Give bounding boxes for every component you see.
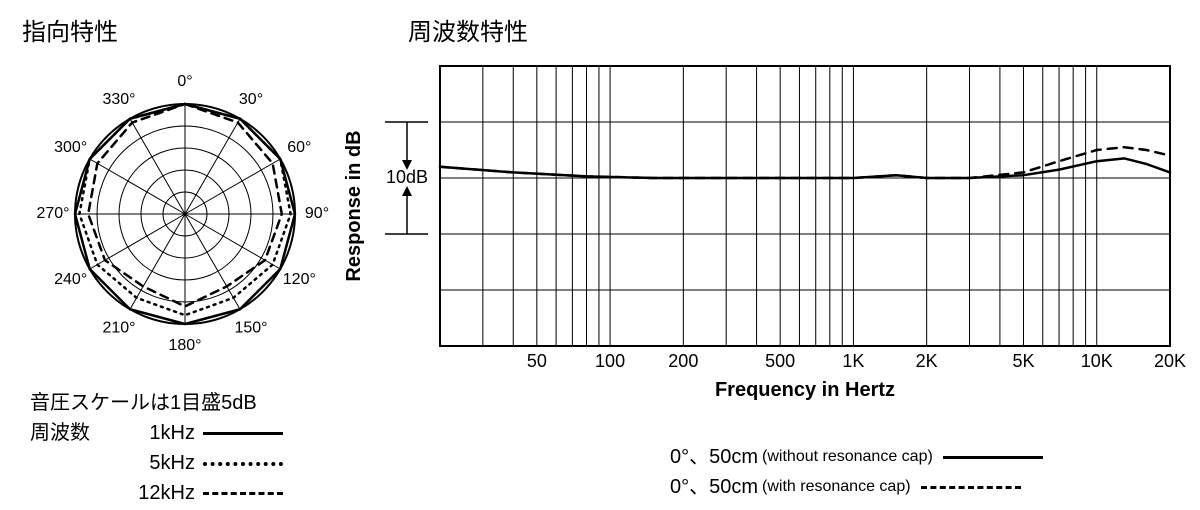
freq-legend-row: 0°、50cm (without resonance cap) — [670, 442, 1053, 472]
freq-legend-label-big: 0°、50cm — [670, 442, 758, 472]
polar-angle-label: 180° — [168, 337, 201, 354]
polar-angle-label: 30° — [239, 91, 263, 108]
polar-angle-label: 90° — [305, 205, 329, 222]
freq-x-tick: 1K — [842, 351, 864, 371]
freq-title: 周波数特性 — [408, 12, 528, 47]
legend-swatch-icon — [921, 486, 1021, 489]
polar-caption: 音圧スケールは1目盛5dB 周波数1kHz5kHz12kHz — [30, 388, 293, 508]
polar-angle-label: 240° — [54, 271, 87, 288]
freq-x-tick: 100 — [595, 351, 625, 371]
freq-legend-row: 0°、50cm (with resonance cap) — [670, 472, 1053, 502]
polar-angle-label: 210° — [102, 320, 135, 337]
legend-swatch-icon — [203, 432, 283, 435]
polar-angle-label: 120° — [283, 271, 316, 288]
page-root: 指向特性 周波数特性 0° 30° 60° 90° 120° 150° 180° 210° 24… — [0, 0, 1200, 510]
polar-legend-row: 周波数1kHz — [30, 418, 293, 448]
freq-x-tick: 200 — [668, 351, 698, 371]
freq-chart: 50 100 200 500 1K 2K 5K 10K 20K Frequency in Hert… — [340, 56, 1190, 416]
legend-swatch-icon — [943, 456, 1043, 459]
freq-y-axis-title: Response in dB — [343, 130, 365, 281]
freq-10db-marker: 10dB — [386, 167, 428, 187]
polar-legend-freq: 12kHz — [125, 478, 203, 508]
polar-legend-row: 5kHz — [30, 448, 293, 478]
freq-x-tick: 500 — [765, 351, 795, 371]
freq-x-tick: 2K — [916, 351, 938, 371]
polar-angle-label: 330° — [102, 91, 135, 108]
polar-chart: 0° 30° 60° 90° 120° 150° 180° 210° 240° 270° 300° 3… — [30, 46, 335, 356]
polar-legend-row: 12kHz — [30, 478, 293, 508]
polar-title: 指向特性 — [22, 12, 118, 47]
freq-legend: 0°、50cm (without resonance cap)0°、50cm (… — [670, 442, 1053, 502]
polar-angle-label: 300° — [54, 139, 87, 156]
polar-svg: 0° 30° 60° 90° 120° 150° 180° 210° 240° 270° 300° 3… — [30, 46, 335, 356]
polar-angle-label: 150° — [234, 320, 267, 337]
freq-x-tick: 5K — [1012, 351, 1034, 371]
freq-legend-label-small: (without resonance cap) — [758, 445, 933, 469]
polar-angle-label: 60° — [287, 139, 311, 156]
polar-legend-freq: 5kHz — [125, 448, 203, 478]
polar-scale-text: 音圧スケールは1目盛5dB — [30, 388, 257, 418]
freq-svg: 50 100 200 500 1K 2K 5K 10K 20K Frequency in Hert… — [340, 56, 1190, 416]
legend-swatch-icon — [203, 492, 283, 495]
legend-swatch-icon — [203, 462, 283, 466]
polar-angle-label: 0° — [177, 73, 192, 90]
polar-legend-freq-label: 周波数 — [30, 418, 125, 448]
freq-x-tick: 50 — [527, 351, 547, 371]
freq-legend-label-small: (with resonance cap) — [758, 475, 911, 499]
freq-x-axis-title: Frequency in Hertz — [715, 379, 895, 401]
freq-legend-label-big: 0°、50cm — [670, 472, 758, 502]
polar-angle-label: 270° — [36, 205, 69, 222]
freq-x-tick: 10K — [1081, 351, 1113, 371]
polar-legend-freq: 1kHz — [125, 418, 203, 448]
freq-x-tick: 20K — [1154, 351, 1186, 371]
